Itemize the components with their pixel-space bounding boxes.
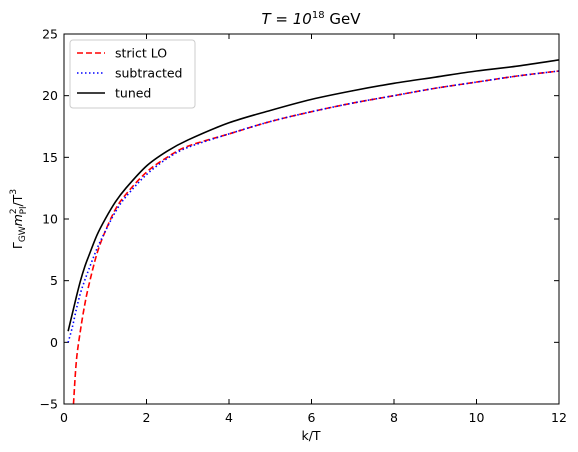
y-tick-label-1: 0 — [50, 335, 58, 350]
legend-label-subtracted: subtracted — [115, 66, 182, 81]
title-unit: GeV — [325, 10, 362, 28]
title-italic-T: T = 10 — [262, 10, 312, 28]
y-axis-label: ΓGWm2Pl/T3 — [9, 189, 29, 249]
x-tick-label-2: 4 — [225, 410, 233, 425]
y-tick-label-6: 25 — [42, 27, 58, 42]
x-tick-label-5: 10 — [469, 410, 485, 425]
series-group — [67, 59, 559, 404]
x-tick-label-3: 6 — [308, 410, 316, 425]
svg-text:ΓGWm2Pl/T3: ΓGWm2Pl/T3 — [9, 189, 29, 249]
x-tick-label-1: 2 — [143, 410, 151, 425]
y-tick-label-0: −5 — [40, 397, 58, 412]
title-exponent: 18 — [312, 10, 325, 21]
x-axis-label: k/T — [301, 428, 320, 443]
y-tick-label-4: 15 — [42, 150, 58, 165]
chart-title: T = 1018 GeV — [262, 10, 362, 28]
legend-label-tuned: tuned — [115, 86, 151, 101]
y-tick-label-3: 10 — [42, 212, 58, 227]
y-tick-label-2: 5 — [50, 273, 58, 288]
series-line-tuned — [67, 59, 559, 332]
y-tick-label-5: 20 — [42, 88, 58, 103]
x-tick-label-0: 0 — [60, 410, 68, 425]
x-tick-label-4: 8 — [390, 410, 398, 425]
x-ticks: 0 2 4 6 8 10 12 — [60, 34, 567, 425]
legend-label-strict-lo: strict LO — [115, 46, 167, 61]
series-line-subtracted — [67, 70, 559, 343]
y-ticks: −5 0 5 10 15 20 25 — [40, 27, 559, 412]
x-tick-label-6: 12 — [551, 410, 567, 425]
legend-box — [69, 39, 196, 109]
series-line-strict-lo — [72, 70, 559, 404]
legend: strict LO subtracted tuned — [69, 39, 196, 109]
plot-frame — [63, 33, 560, 405]
